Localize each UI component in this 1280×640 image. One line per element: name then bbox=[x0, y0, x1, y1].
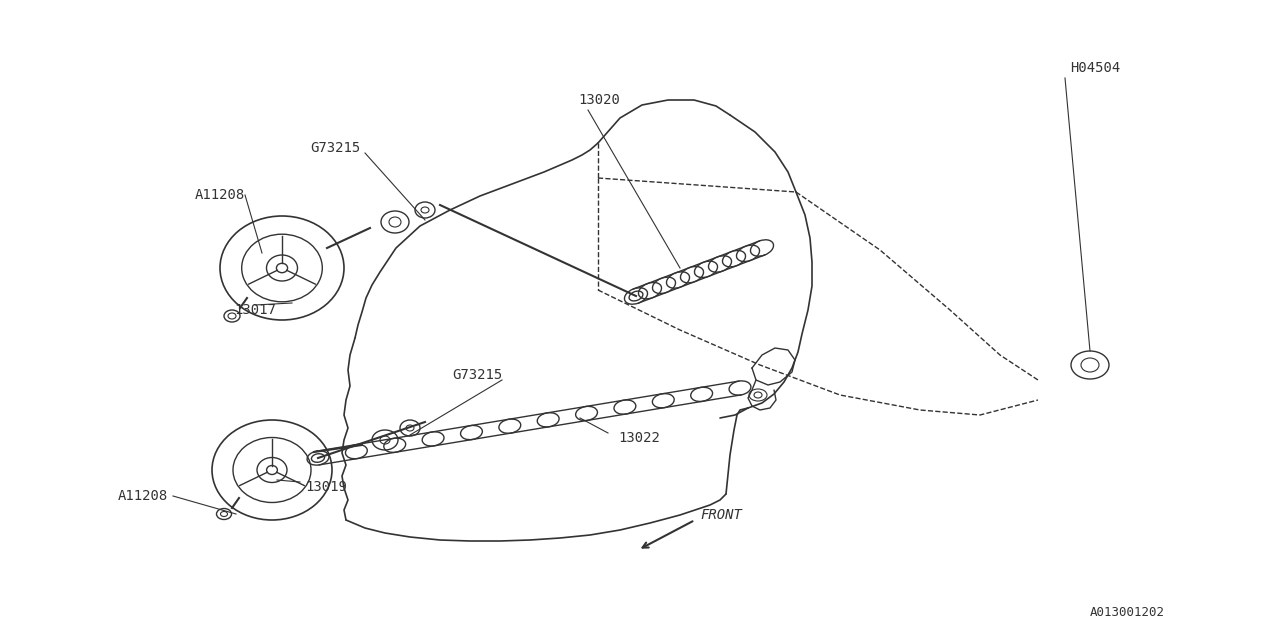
Text: A013001202: A013001202 bbox=[1091, 605, 1165, 618]
Text: 13020: 13020 bbox=[579, 93, 620, 107]
Text: 13019: 13019 bbox=[305, 480, 347, 494]
Text: 13017: 13017 bbox=[234, 303, 276, 317]
Text: H04504: H04504 bbox=[1070, 61, 1120, 75]
Text: FRONT: FRONT bbox=[700, 508, 742, 522]
Text: G73215: G73215 bbox=[452, 368, 502, 382]
Text: A11208: A11208 bbox=[118, 489, 168, 503]
Text: 13022: 13022 bbox=[618, 431, 660, 445]
Text: A11208: A11208 bbox=[195, 188, 246, 202]
Text: G73215: G73215 bbox=[310, 141, 360, 155]
